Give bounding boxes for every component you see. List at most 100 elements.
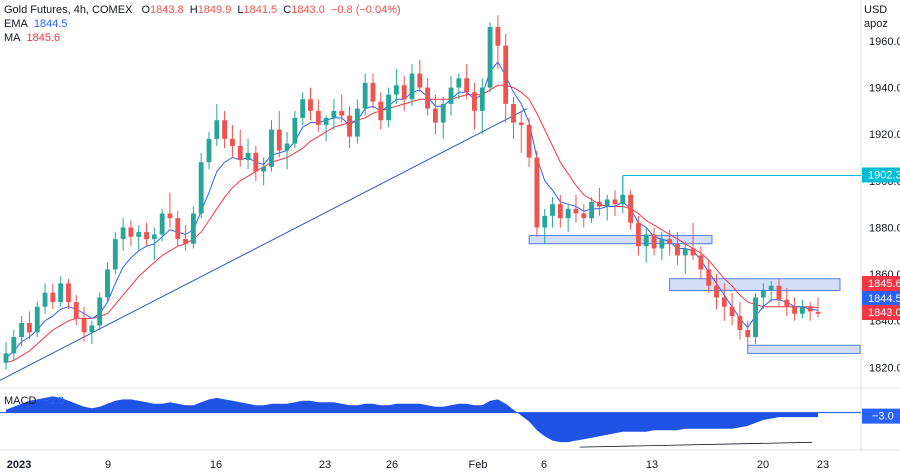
candle: [292, 110, 298, 149]
candle: [159, 208, 165, 242]
price-tag-bg: [862, 291, 900, 306]
candle-body: [636, 222, 641, 247]
candle: [698, 246, 704, 279]
candle-body: [198, 162, 204, 214]
price-axis[interactable]: 1820.01840.01860.01880.01900.01920.01940…: [869, 36, 900, 374]
time-axis[interactable]: 2023 9 16 23 26 Feb 6 13 20 23: [7, 459, 829, 471]
candle: [472, 82, 477, 130]
candle: [245, 138, 251, 170]
candle: [206, 131, 212, 170]
candle: [651, 227, 657, 256]
candle: [393, 68, 399, 104]
candle-body: [565, 208, 571, 219]
candle: [183, 225, 188, 251]
candle-body: [347, 115, 352, 137]
price-tag-bg: [862, 305, 900, 320]
candle: [659, 232, 665, 261]
candle-body: [776, 285, 782, 300]
ema-path: [5, 61, 819, 359]
candle: [230, 124, 235, 158]
candle-body: [768, 285, 774, 291]
candle: [323, 115, 329, 142]
candle-body: [331, 110, 337, 118]
candle-body: [393, 85, 399, 95]
trendlines[interactable]: [0, 108, 528, 382]
candle: [573, 194, 579, 223]
candle: [11, 330, 17, 361]
candle-body: [50, 292, 56, 303]
candle-body: [760, 290, 766, 298]
price-tag-bg: [862, 276, 900, 291]
candle-body: [66, 283, 71, 303]
candle: [737, 302, 743, 340]
candle-body: [315, 110, 321, 125]
candle: [284, 131, 290, 170]
candle-body: [495, 26, 501, 46]
candle: [401, 75, 407, 111]
candle: [120, 218, 126, 251]
price-tick-label: 1940.0: [869, 83, 900, 95]
ma-row[interactable]: MA 1845.6: [4, 31, 401, 45]
candle: [690, 222, 696, 261]
price-tick-label: 1880.0: [869, 222, 900, 234]
candle-body: [214, 120, 220, 139]
candle: [518, 110, 524, 153]
candle-body: [675, 243, 680, 256]
candle-body: [128, 227, 134, 237]
candle: [253, 145, 259, 181]
candle: [511, 96, 516, 139]
candle-body: [237, 145, 243, 160]
candles: [3, 15, 821, 370]
support-resistance-zones[interactable]: [528, 235, 861, 354]
candle-body: [284, 143, 290, 151]
macd-legend[interactable]: MACD −3.0: [4, 395, 64, 407]
candle-body: [464, 78, 470, 93]
candle: [89, 320, 95, 345]
candle: [105, 262, 110, 303]
candle-body: [105, 269, 110, 298]
candle-body: [97, 297, 103, 326]
candle-body: [542, 215, 548, 228]
time-tick-label: 23: [319, 459, 331, 471]
candle-body: [612, 199, 618, 205]
candle-body: [667, 239, 673, 244]
candle: [73, 295, 79, 326]
ema-row[interactable]: EMA 1844.5: [4, 17, 401, 31]
candle-body: [112, 239, 118, 270]
candle-body: [175, 218, 181, 240]
candle-body: [42, 292, 48, 307]
candle: [604, 194, 610, 221]
candle: [612, 190, 618, 216]
change-value: −0.8 (−0.04%): [330, 4, 401, 16]
time-tick-label: 13: [646, 459, 658, 471]
candle: [222, 110, 228, 149]
candle-body: [167, 213, 173, 219]
candle-body: [729, 306, 735, 317]
candle-body: [245, 152, 251, 160]
candle: [526, 117, 532, 167]
candle-body: [682, 248, 688, 256]
candle-body: [425, 87, 431, 109]
open-value: 1843.8: [150, 4, 184, 16]
horizontal-levels[interactable]: [622, 174, 861, 206]
time-tick-label: 20: [757, 459, 769, 471]
candle-body: [721, 297, 727, 307]
symbol-title[interactable]: Gold Futures, 4h, COMEX: [4, 4, 133, 16]
candle-body: [433, 108, 438, 123]
candle-body: [339, 110, 345, 116]
candle-body: [479, 87, 485, 111]
candle-body: [448, 87, 454, 104]
currency-label: USD: [864, 4, 888, 16]
price-tick-label: 1920.0: [869, 129, 900, 141]
currency-unit: USD apoz: [864, 3, 894, 31]
candle-body: [440, 103, 446, 123]
candle-body: [144, 232, 149, 240]
chart-legend: Gold Futures, 4h, COMEX O1843.8 H1849.9 …: [4, 3, 401, 45]
candle-body: [253, 152, 259, 172]
price-tag-label: 1902.3: [868, 169, 900, 181]
candle: [760, 283, 766, 310]
candle-body: [261, 166, 267, 172]
candle-body: [417, 73, 423, 88]
candle: [386, 87, 391, 128]
